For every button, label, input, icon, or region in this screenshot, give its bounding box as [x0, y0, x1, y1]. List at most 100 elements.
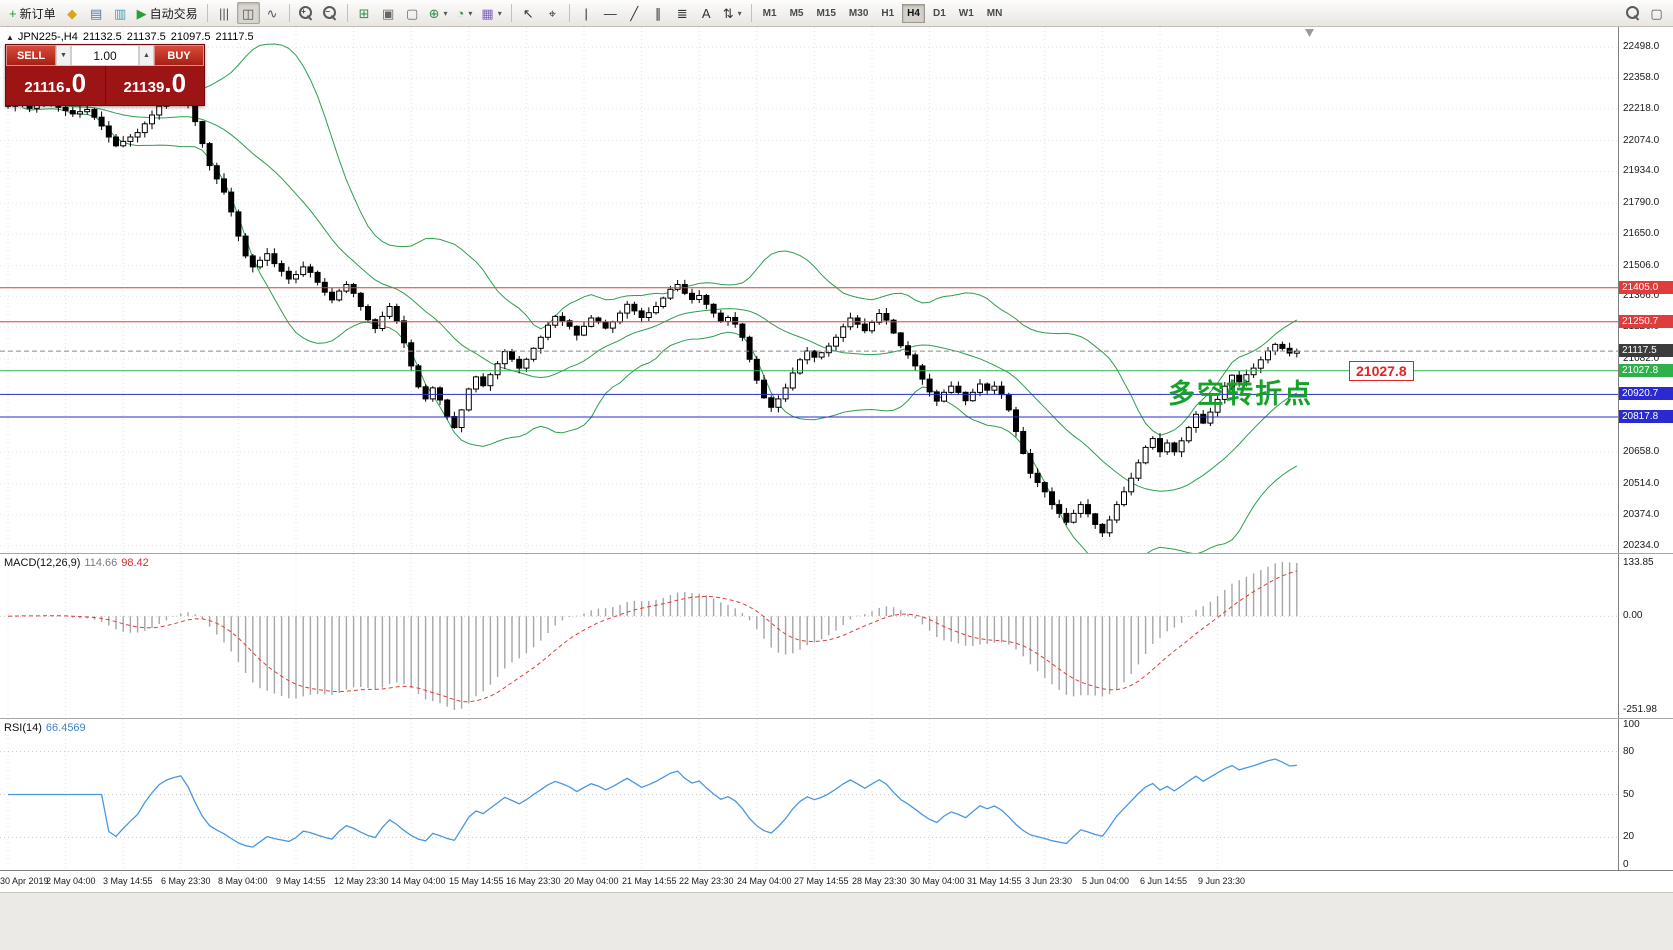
timeframe-h1-button[interactable]: H1: [876, 4, 899, 23]
zoom-out-icon: −: [323, 6, 337, 20]
price-line-label: 21117.5: [1619, 344, 1673, 357]
data-window-button[interactable]: ▤: [85, 2, 108, 24]
zoom-out-button[interactable]: −: [319, 2, 342, 24]
one-click-trading-panel: SELL ▼ ▲ BUY 21116.0 21139.0: [5, 44, 205, 106]
trendline-icon: ╱: [630, 5, 639, 21]
rsi-level-label: 50: [1623, 789, 1635, 800]
price-callout-label[interactable]: 21027.8: [1349, 361, 1414, 381]
autotrading-button[interactable]: ▶ 自动交易: [133, 2, 202, 24]
timeframe-mn-button[interactable]: MN: [982, 4, 1008, 23]
macd-zero-label: 0.00: [1623, 610, 1643, 621]
macd-max-label: 133.85: [1623, 557, 1654, 568]
time-label: 5 Jun 04:00: [1082, 876, 1130, 886]
rsi-canvas[interactable]: [0, 719, 1618, 870]
arrange-windows-icon: ▢: [405, 5, 419, 21]
templates-button[interactable]: ▦ ▾: [477, 2, 505, 24]
time-label: 30 May 04:00: [910, 876, 965, 886]
price-axis[interactable]: 22498.0 22358.0 22218.0 22074.0 21934.0 21790…: [1618, 27, 1673, 553]
market-watch-icon: ◆: [67, 5, 78, 21]
tile-windows-icon: ⊞: [358, 5, 370, 21]
navigator-button[interactable]: ▥: [109, 2, 132, 24]
caret-down-icon: ▾: [468, 8, 473, 18]
legend-close: 21117.5: [215, 31, 254, 43]
price-chart-panel: 22498.0 22358.0 22218.0 22074.0 21934.0 21790…: [0, 27, 1673, 553]
timeframe-m30-button[interactable]: M30: [844, 4, 873, 23]
line-chart-button[interactable]: ∿: [261, 2, 284, 24]
vertical-line-button[interactable]: |: [575, 2, 598, 24]
time-label: 31 May 14:55: [967, 876, 1022, 886]
time-axis[interactable]: 30 Apr 2019 2 May 04:00 3 May 14:55 6 May 2…: [0, 870, 1673, 892]
chart-windows-button[interactable]: ▢: [1645, 2, 1668, 24]
timeframe-m15-button[interactable]: M15: [811, 4, 840, 23]
toolbar-separator: [288, 4, 290, 22]
price-tick: 22218.0: [1623, 103, 1660, 114]
buy-button[interactable]: BUY: [154, 45, 204, 66]
crosshair-icon: ⌖: [548, 5, 556, 21]
zoom-in-button[interactable]: +: [295, 2, 318, 24]
sell-button[interactable]: SELL: [6, 45, 56, 66]
macd-min-label: -251.98: [1623, 704, 1657, 715]
text-icon: A: [701, 5, 711, 21]
price-tick: 22498.0: [1623, 41, 1660, 52]
fibonacci-button[interactable]: ≣: [671, 2, 694, 24]
turning-point-annotation[interactable]: 多空转折点: [1168, 379, 1313, 409]
volume-down-button[interactable]: ▼: [56, 45, 71, 66]
time-label: 8 May 04:00: [218, 876, 268, 886]
bar-chart-button[interactable]: |||: [213, 2, 236, 24]
sell-price[interactable]: 21116.0: [6, 66, 106, 105]
rsi-axis[interactable]: 100 80 50 20 0: [1618, 719, 1673, 870]
legend-high: 21137.5: [126, 31, 166, 43]
timeframe-d1-button[interactable]: D1: [928, 4, 951, 23]
rsi-value: 66.4569: [45, 722, 86, 734]
arrange-windows-button[interactable]: ▢: [401, 2, 424, 24]
arrows-button[interactable]: ⇅ ▾: [719, 2, 746, 24]
new-chart-button[interactable]: ⊕ ▾: [425, 2, 452, 24]
main-toolbar: + 新订单 ◆ ▤ ▥ ▶ 自动交易 ||| ◫ ∿ + − ⊞ ▣ ▢ ⊕ ▾ ◔ ▾ ▦ ▾ ↖ ⌖ | — ╱ ∥ ≣ A ⇅ ▾ M1…: [0, 0, 1673, 27]
channel-button[interactable]: ∥: [647, 2, 670, 24]
price-chart-canvas[interactable]: [0, 27, 1618, 553]
timeframe-m1-button[interactable]: M1: [758, 4, 782, 23]
timeframe-m5-button[interactable]: M5: [785, 4, 809, 23]
search-button[interactable]: [1621, 2, 1644, 24]
cursor-button[interactable]: ↖: [517, 2, 540, 24]
time-label: 6 May 23:30: [161, 876, 211, 886]
volume-up-button[interactable]: ▲: [139, 45, 154, 66]
time-label: 3 Jun 23:30: [1025, 876, 1073, 886]
new-order-button[interactable]: + 新订单: [5, 2, 60, 24]
time-label: 15 May 14:55: [449, 876, 504, 886]
candlestick-chart-button[interactable]: ◫: [236, 2, 260, 24]
legend-open: 21132.5: [82, 31, 122, 43]
toolbar-separator: [568, 4, 570, 22]
timeframe-h4-button[interactable]: H4: [902, 3, 925, 23]
periods-button[interactable]: ◔ ▾: [453, 2, 477, 24]
templates-icon: ▦: [481, 5, 494, 21]
legend-collapse-icon[interactable]: ▲: [6, 33, 14, 42]
zoom-in-icon: +: [299, 6, 313, 20]
toolbar-separator: [750, 4, 752, 22]
rsi-level-label: 0: [1623, 859, 1629, 870]
cascade-windows-icon: ▣: [381, 5, 395, 21]
price-tick: 20514.0: [1623, 478, 1660, 489]
rsi-level-label: 100: [1623, 719, 1640, 730]
price-tick: 22358.0: [1623, 72, 1660, 83]
rsi-level-label: 20: [1623, 831, 1635, 842]
time-label: 16 May 23:30: [506, 876, 561, 886]
text-button[interactable]: A: [695, 2, 718, 24]
trendline-button[interactable]: ╱: [623, 2, 646, 24]
timeframe-w1-button[interactable]: W1: [954, 4, 979, 23]
toolbar-separator: [206, 4, 208, 22]
tile-windows-button[interactable]: ⊞: [353, 2, 376, 24]
toolbar-separator: [346, 4, 348, 22]
legend-low: 21097.5: [170, 31, 211, 43]
cascade-windows-button[interactable]: ▣: [377, 2, 400, 24]
macd-canvas[interactable]: [0, 554, 1618, 718]
macd-signal-value: 98.42: [121, 557, 149, 569]
market-watch-button[interactable]: ◆: [61, 2, 84, 24]
buy-price[interactable]: 21139.0: [123, 68, 187, 98]
volume-input[interactable]: [71, 45, 139, 66]
time-label: 21 May 14:55: [622, 876, 677, 886]
macd-axis[interactable]: 133.85 0.00 -251.98: [1618, 554, 1673, 718]
crosshair-button[interactable]: ⌖: [541, 2, 564, 24]
horizontal-line-button[interactable]: —: [599, 2, 622, 24]
